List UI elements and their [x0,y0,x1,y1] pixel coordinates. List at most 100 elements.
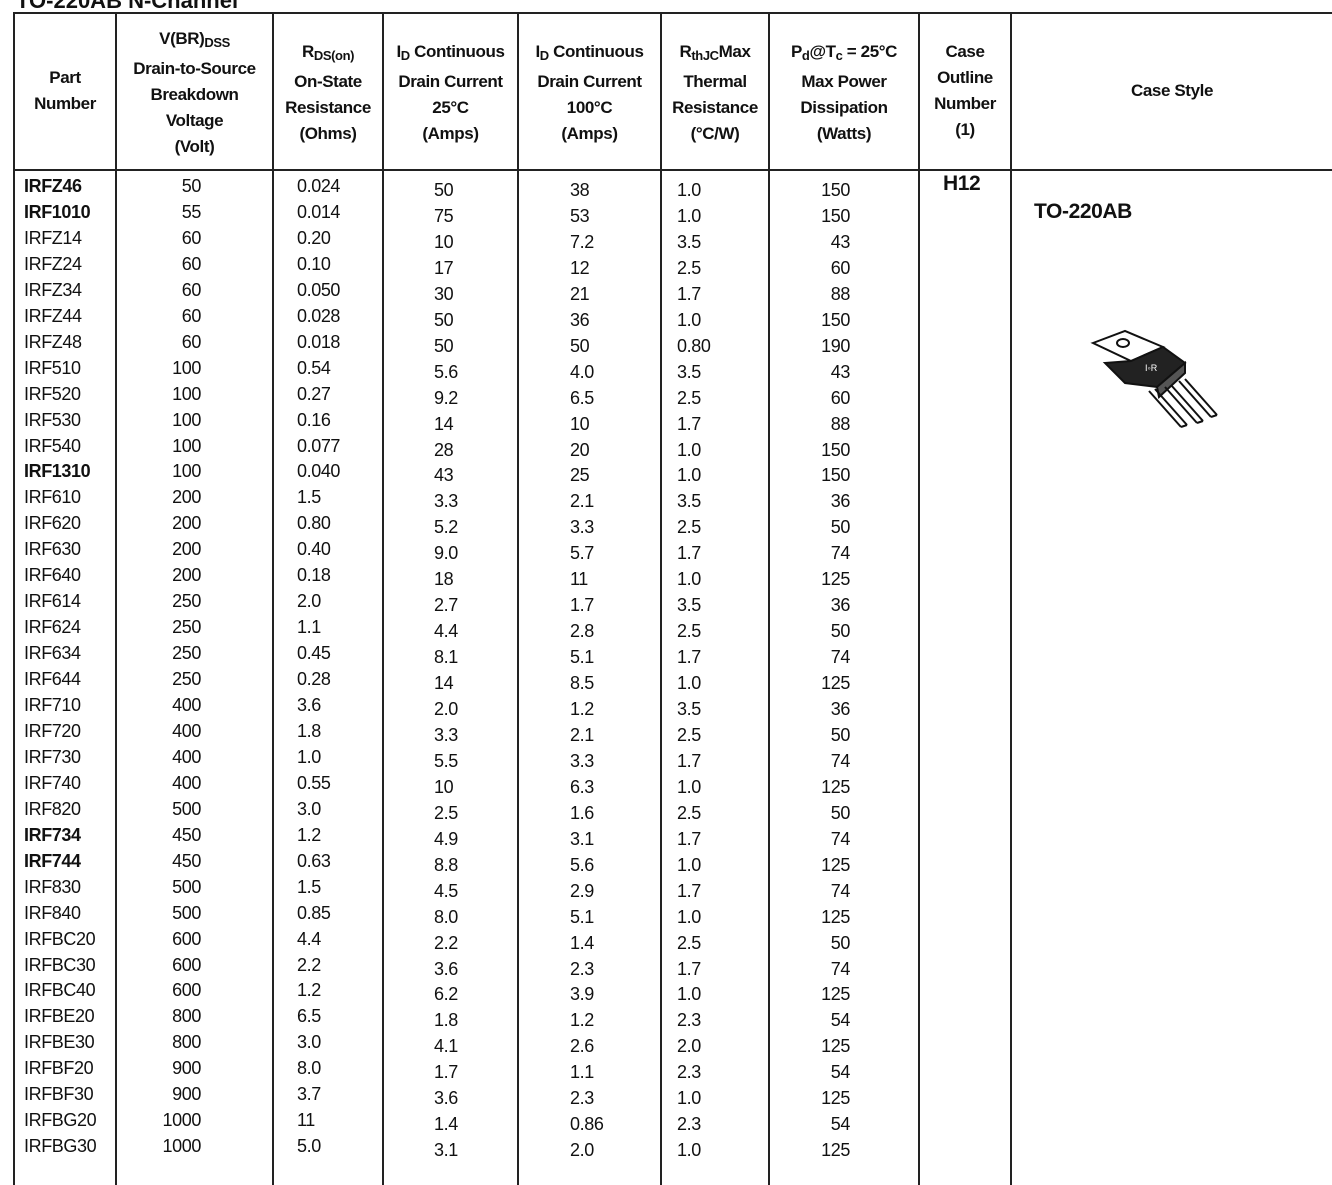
column-border [768,12,770,1185]
column-header: ID ContinuousDrain Current100°C(Amps) [519,39,660,147]
on-resistance: 2.2 [297,955,321,975]
part-number: IRF530 [24,410,81,430]
on-resistance: 0.018 [297,332,340,352]
breakdown-voltage: 200 [172,487,201,507]
power-dissipation: 125 [821,984,850,1004]
header-line: 25°C [384,95,517,121]
part-number: IRFBE30 [24,1032,94,1052]
breakdown-voltage: 1000 [163,1136,201,1156]
power-dissipation: 125 [821,907,850,927]
drain-current-100c: 10 [570,414,589,434]
thermal-resistance: 2.5 [677,933,701,953]
on-resistance: 1.2 [297,980,321,1000]
on-resistance: 1.5 [297,487,321,507]
thermal-resistance: 2.3 [677,1114,701,1134]
column-border [1010,12,1012,1185]
breakdown-voltage: 100 [172,358,201,378]
drain-current-25c: 18 [434,569,453,589]
header-line: (Ohms) [274,121,382,147]
thermal-resistance: 2.5 [677,725,701,745]
breakdown-voltage: 60 [182,306,201,326]
breakdown-voltage: 400 [172,721,201,741]
drain-current-100c: 36 [570,310,589,330]
thermal-resistance: 1.7 [677,751,701,771]
drain-current-25c: 4.5 [434,881,458,901]
part-number: IRF744 [24,851,81,871]
header-line: RthJCMax [662,39,768,69]
column-header: Pd@Tc = 25°CMax PowerDissipation(Watts) [770,39,918,147]
drain-current-100c: 2.8 [570,621,594,641]
column-header: CaseOutlineNumber(1) [920,39,1010,143]
header-line: (Watts) [770,121,918,147]
column-border [918,12,920,1185]
thermal-resistance: 3.5 [677,232,701,252]
thermal-resistance: 1.0 [677,777,701,797]
header-subscript: DS(on) [314,48,354,63]
drain-current-100c: 11 [570,569,588,589]
column-header: PartNumber [15,65,115,117]
breakdown-voltage: 450 [172,825,201,845]
header-line: Case [920,39,1010,65]
power-dissipation: 125 [821,777,850,797]
breakdown-voltage: 250 [172,643,201,663]
breakdown-voltage: 200 [172,513,201,533]
on-resistance: 0.85 [297,903,330,923]
drain-current-25c: 3.3 [434,725,458,745]
drain-current-100c: 1.6 [570,803,594,823]
header-line: Number [920,91,1010,117]
drain-current-25c: 3.1 [434,1140,458,1160]
drain-current-100c: 5.1 [570,647,594,667]
on-resistance: 0.63 [297,851,330,871]
thermal-resistance: 3.5 [677,595,701,615]
drain-current-100c: 7.2 [570,232,594,252]
drain-current-25c: 50 [434,336,453,356]
on-resistance: 0.10 [297,254,330,274]
thermal-resistance: 2.5 [677,258,701,278]
power-dissipation: 54 [831,1114,850,1134]
on-resistance: 1.8 [297,721,321,741]
thermal-resistance: 1.0 [677,984,701,1004]
breakdown-voltage: 60 [182,228,201,248]
part-number: IRFZ46 [24,176,82,196]
thermal-resistance: 1.7 [677,829,701,849]
on-resistance: 0.18 [297,565,330,585]
power-dissipation: 125 [821,673,850,693]
breakdown-voltage: 100 [172,384,201,404]
thermal-resistance: 2.3 [677,1062,701,1082]
thermal-resistance: 2.5 [677,621,701,641]
drain-current-100c: 38 [570,180,589,200]
thermal-resistance: 3.5 [677,699,701,719]
thermal-resistance: 1.0 [677,440,701,460]
thermal-resistance: 2.5 [677,803,701,823]
header-subscript: DSS [204,35,230,50]
breakdown-voltage: 600 [172,955,201,975]
on-resistance: 1.2 [297,825,321,845]
column-border [115,12,117,1185]
breakdown-voltage: 100 [172,461,201,481]
part-number: IRFZ14 [24,228,82,248]
part-number: IRF634 [24,643,81,663]
part-number: IRF720 [24,721,81,741]
drain-current-25c: 14 [434,673,453,693]
power-dissipation: 50 [831,803,850,823]
thermal-resistance: 1.0 [677,206,701,226]
breakdown-voltage: 60 [182,280,201,300]
thermal-resistance: 1.0 [677,1140,701,1160]
breakdown-voltage: 800 [172,1032,201,1052]
drain-current-100c: 3.3 [570,517,594,537]
power-dissipation: 36 [831,595,850,615]
drain-current-100c: 3.1 [570,829,594,849]
part-number: IRF610 [24,487,81,507]
column-header: RDS(on)On-StateResistance(Ohms) [274,39,382,147]
on-resistance: 0.27 [297,384,330,404]
on-resistance: 1.1 [297,617,321,637]
drain-current-25c: 5.6 [434,362,458,382]
power-dissipation: 88 [831,414,850,434]
power-dissipation: 50 [831,621,850,641]
power-dissipation: 74 [831,647,850,667]
drain-current-25c: 4.4 [434,621,458,641]
thermal-resistance: 2.5 [677,517,701,537]
drain-current-100c: 21 [570,284,589,304]
column-header: RthJCMaxThermalResistance(°C/W) [662,39,768,147]
drain-current-100c: 2.9 [570,881,594,901]
